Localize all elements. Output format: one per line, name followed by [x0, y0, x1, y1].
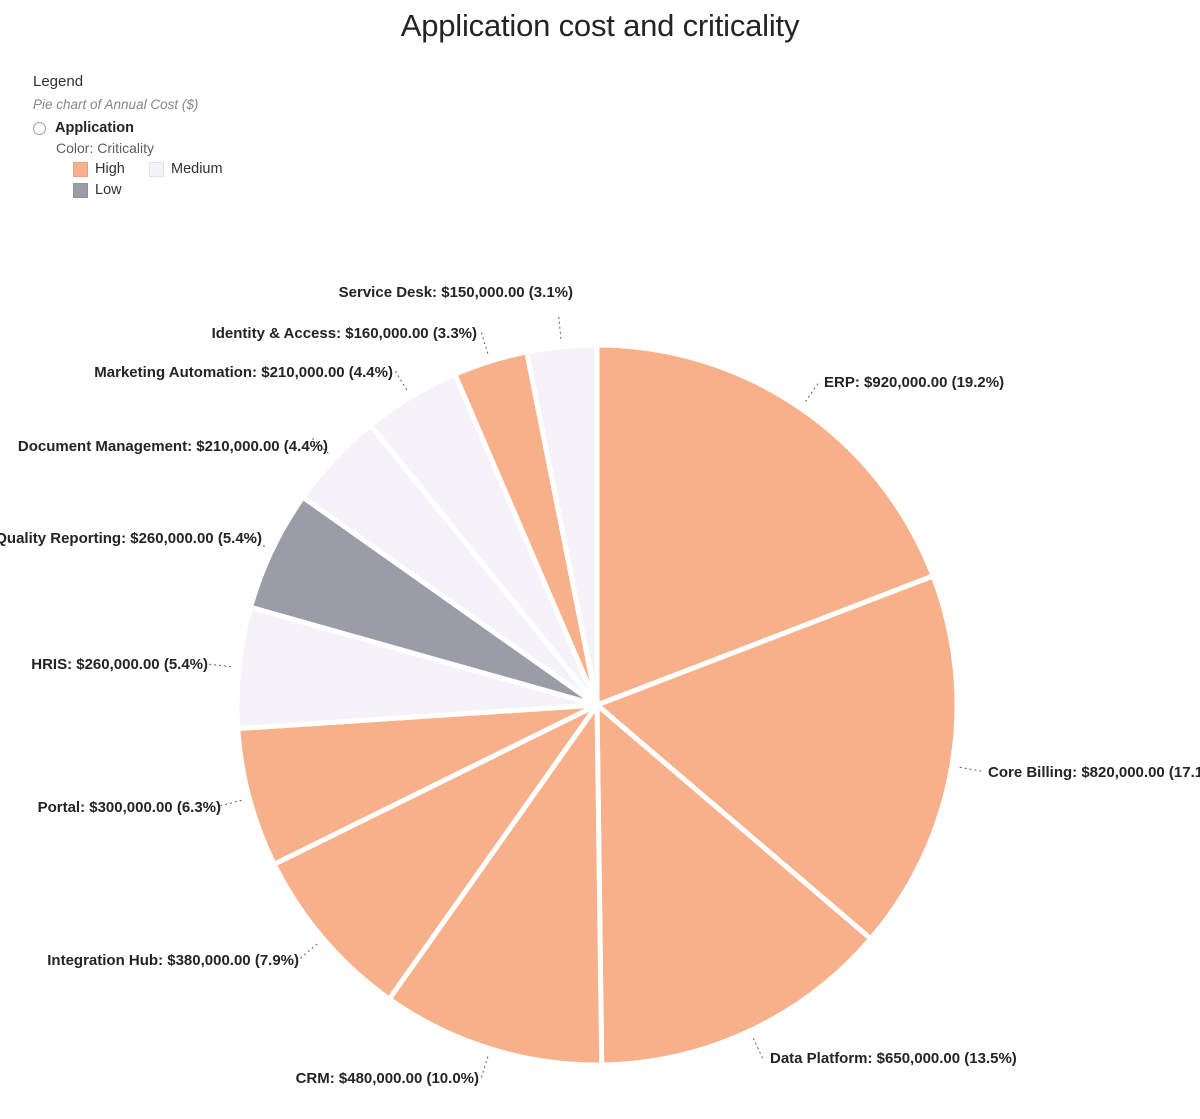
- page-title: Application cost and criticality: [400, 8, 800, 43]
- legend-swatch-label: Low: [95, 182, 122, 198]
- legend-swatch-label: High: [95, 161, 125, 177]
- leader-line: [480, 332, 489, 354]
- pie-slice[interactable]: [594, 573, 960, 942]
- leader-line: [209, 663, 232, 668]
- pie-data-label: ERP: $920,000.00 (19.2%): [824, 374, 1005, 391]
- legend-subtitle: Pie chart of Annual Cost ($): [33, 97, 199, 112]
- color-swatch-icon: [73, 182, 88, 198]
- legend-field-label: Application: [55, 120, 134, 136]
- legend-swatch-high[interactable]: High: [73, 161, 149, 177]
- pie-data-label: Integration Hub: $380,000.00 (7.9%): [47, 952, 299, 969]
- radio-circle-icon[interactable]: [33, 121, 46, 135]
- leader-line: [959, 766, 982, 772]
- pie-slice[interactable]: [386, 702, 605, 1068]
- color-swatch-icon: [149, 161, 164, 177]
- pie-data-label: Service Desk: $150,000.00 (3.1%): [338, 284, 573, 301]
- pie-slice-group: [234, 342, 960, 1068]
- pie-slice[interactable]: [271, 702, 600, 1002]
- legend: Legend Pie chart of Annual Cost ($) Appl…: [33, 72, 363, 198]
- pie-data-label: Portal: $300,000.00 (6.3%): [37, 799, 221, 816]
- leader-line: [244, 536, 266, 548]
- leader-line: [558, 316, 562, 339]
- pie-data-label: CRM: $480,000.00 (10.0%): [295, 1070, 479, 1087]
- leader-line: [300, 943, 318, 959]
- pie-data-label: Quality Reporting: $260,000.00 (5.4%): [0, 530, 262, 547]
- leader-line: [394, 370, 408, 391]
- pie-data-label: Data Platform: $650,000.00 (13.5%): [770, 1050, 1017, 1067]
- leader-line: [805, 383, 819, 403]
- leader-line: [752, 1037, 764, 1059]
- leader-line: [312, 438, 329, 454]
- pie-slice[interactable]: [594, 702, 874, 1068]
- leader-line: [480, 1056, 489, 1078]
- legend-swatch-list: High Medium Low: [73, 161, 273, 198]
- pie-data-label: Core Billing: $820,000.00 (17.1%): [988, 764, 1200, 781]
- legend-color-caption: Color: Criticality: [56, 140, 155, 156]
- legend-swatch-low[interactable]: Low: [73, 182, 149, 198]
- leader-line-group: [209, 316, 982, 1078]
- pie-slice[interactable]: [594, 342, 936, 708]
- legend-swatch-label: Medium: [171, 161, 223, 177]
- legend-field-row[interactable]: Application: [33, 120, 363, 136]
- leader-line: [220, 799, 242, 807]
- pie-data-label: Document Management: $210,000.00 (4.4%): [17, 438, 328, 455]
- pie-data-label: Marketing Automation: $210,000.00 (4.4%): [94, 364, 393, 381]
- pie-data-label: Identity & Access: $160,000.00 (3.3%): [211, 325, 477, 342]
- color-swatch-icon: [73, 161, 88, 177]
- legend-heading: Legend: [33, 73, 84, 90]
- pie-slice[interactable]: [524, 342, 600, 708]
- legend-swatch-medium[interactable]: Medium: [149, 161, 225, 177]
- pie-data-label: HRIS: $260,000.00 (5.4%): [31, 656, 208, 673]
- pie-slice[interactable]: [235, 702, 600, 867]
